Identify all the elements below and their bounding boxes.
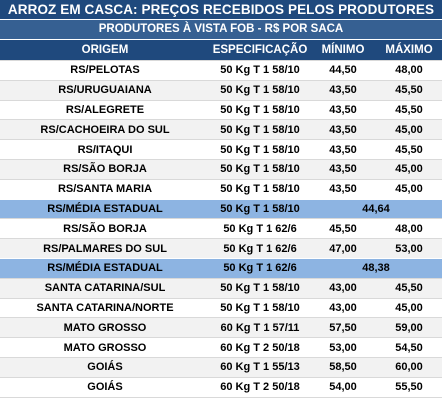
- cell-origem: MATO GROSSO: [63, 321, 147, 334]
- cell-origem: MATO GROSSO: [63, 341, 147, 354]
- cell-maximo: 45,00: [395, 163, 423, 176]
- table-row: MATO GROSSO 60 Kg T 1 57/11 57,50 59,00: [0, 317, 442, 338]
- cell-minimo: 47,00: [329, 242, 357, 255]
- cell-especificacao: 50 Kg T 1 62/6: [223, 222, 297, 235]
- table-title: ARROZ EM CASCA: PREÇOS RECEBIDOS PELOS P…: [0, 0, 442, 19]
- cell-origem: SANTA CATARINA/SUL: [44, 282, 166, 295]
- cell-especificacao: 50 Kg T 1 58/10: [220, 163, 300, 176]
- table-row: RS/ITAQUI 50 Kg T 1 58/10 43,50 45,50: [0, 139, 442, 159]
- cell-especificacao: 60 Kg T 2 50/18: [220, 381, 300, 394]
- table-row: RS/ALEGRETE 50 Kg T 1 58/10 43,50 45,50: [0, 99, 442, 120]
- table-row: GOIÁS 60 Kg T 2 50/18 54,00 55,50: [0, 376, 442, 397]
- cell-especificacao: 50 Kg T 1 58/10: [220, 123, 300, 136]
- cell-minimo: 43,00: [329, 282, 357, 295]
- cell-minimo: 43,50: [329, 143, 357, 156]
- cell-minimo: 43,50: [329, 123, 357, 136]
- cell-especificacao: 50 Kg T 1 62/6: [223, 242, 297, 255]
- table-row: RS/SÃO BORJA 50 Kg T 1 62/6 45,50 48,00: [0, 218, 442, 239]
- table-body: RS/PELOTAS 50 Kg T 1 58/10 44,50 48,00 RS/UR…: [0, 60, 442, 398]
- cell-minimo: 43,50: [329, 163, 357, 176]
- cell-especificacao: 60 Kg T 2 50/18: [220, 341, 300, 354]
- table-row: RS/URUGUAIANA 50 Kg T 1 58/10 43,50 45,50: [0, 79, 442, 100]
- cell-minimo: 43,50: [329, 183, 357, 196]
- cell-especificacao: 50 Kg T 1 58/10: [220, 282, 300, 295]
- cell-especificacao: 50 Kg T 1 58/10: [220, 84, 300, 97]
- average-row: RS/MÉDIA ESTADUAL 50 Kg T 1 58/10 44,64: [0, 198, 442, 219]
- cell-maximo: 45,50: [395, 84, 423, 97]
- cell-especificacao: 50 Kg T 1 58/10: [220, 103, 300, 116]
- cell-maximo: 45,50: [395, 143, 423, 156]
- table-row: RS/CACHOEIRA DO SUL 50 Kg T 1 58/10 43,50 4…: [0, 119, 442, 140]
- cell-origem: RS/SANTA MARIA: [57, 183, 153, 196]
- cell-minimo: 54,00: [329, 381, 357, 394]
- cell-maximo: 53,00: [395, 242, 423, 255]
- cell-minimo: 45,50: [329, 222, 357, 235]
- cell-maximo: 45,50: [395, 282, 423, 295]
- cell-origem: GOIÁS: [87, 361, 123, 374]
- cell-especificacao: 60 Kg T 1 55/13: [220, 361, 300, 374]
- cell-origem: RS/SÃO BORJA: [63, 222, 147, 235]
- cell-origem: RS/MÉDIA ESTADUAL: [47, 202, 163, 215]
- cell-origem: RS/PALMARES DO SUL: [43, 242, 167, 255]
- cell-especificacao: 50 Kg T 1 58/10: [220, 202, 300, 215]
- cell-media: 44,64: [362, 202, 390, 215]
- cell-especificacao: 50 Kg T 1 58/10: [220, 64, 300, 77]
- cell-maximo: 45,00: [395, 123, 423, 136]
- cell-origem: RS/URUGUAIANA: [58, 84, 152, 97]
- header-maximo: MÁXIMO: [385, 44, 433, 56]
- cell-maximo: 60,00: [395, 361, 423, 374]
- cell-especificacao: 60 Kg T 1 57/11: [220, 321, 300, 334]
- average-row: RS/MÉDIA ESTADUAL 50 Kg T 1 62/6 48,38: [0, 257, 442, 278]
- table-row: GOIÁS 60 Kg T 1 55/13 58,50 60,00: [0, 356, 442, 377]
- cell-maximo: 45,00: [395, 301, 423, 314]
- table-header: ORIGEM ESPECIFICAÇÃO MÍNIMO MÁXIMO: [0, 39, 442, 60]
- cell-maximo: 48,00: [395, 64, 423, 77]
- cell-minimo: 58,50: [329, 361, 357, 374]
- cell-origem: RS/CACHOEIRA DO SUL: [40, 123, 170, 136]
- cell-origem: SANTA CATARINA/NORTE: [36, 301, 174, 314]
- cell-origem: RS/MÉDIA ESTADUAL: [47, 262, 163, 275]
- cell-media: 48,38: [362, 262, 390, 275]
- cell-minimo: 44,50: [329, 64, 357, 77]
- cell-minimo: 43,00: [329, 301, 357, 314]
- cell-especificacao: 50 Kg T 1 58/10: [220, 143, 300, 156]
- cell-origem: RS/SÃO BORJA: [63, 163, 147, 176]
- cell-maximo: 45,50: [395, 103, 423, 116]
- cell-minimo: 43,50: [329, 103, 357, 116]
- table-row: SANTA CATARINA/NORTE 50 Kg T 1 58/10 43,00…: [0, 297, 442, 318]
- cell-origem: RS/PELOTAS: [70, 64, 140, 77]
- header-especificacao: ESPECIFICAÇÃO: [212, 44, 308, 56]
- cell-especificacao: 50 Kg T 1 58/10: [220, 301, 300, 314]
- table-row: MATO GROSSO 60 Kg T 2 50/18 53,00 54,50: [0, 337, 442, 357]
- table-row: RS/PALMARES DO SUL 50 Kg T 1 62/6 47,00 53,…: [0, 238, 442, 258]
- cell-maximo: 55,50: [395, 381, 423, 394]
- table-subtitle: PRODUTORES À VISTA FOB - R$ POR SACA: [0, 19, 442, 39]
- cell-maximo: 54,50: [395, 341, 423, 354]
- header-minimo: MÍNIMO: [321, 44, 365, 56]
- table-row: SANTA CATARINA/SUL 50 Kg T 1 58/10 43,00 45…: [0, 277, 442, 298]
- cell-origem: RS/ITAQUI: [77, 143, 133, 156]
- cell-origem: RS/ALEGRETE: [65, 103, 145, 116]
- cell-minimo: 43,50: [329, 84, 357, 97]
- table-row: RS/SÃO BORJA 50 Kg T 1 58/10 43,50 45,00: [0, 158, 442, 179]
- table-row: RS/SANTA MARIA 50 Kg T 1 58/10 43,50 45,00: [0, 178, 442, 199]
- cell-minimo: 57,50: [329, 321, 357, 334]
- cell-minimo: 53,00: [329, 341, 357, 354]
- cell-especificacao: 50 Kg T 1 62/6: [223, 262, 297, 275]
- cell-maximo: 45,00: [395, 183, 423, 196]
- header-origem: ORIGEM: [81, 44, 129, 56]
- cell-especificacao: 50 Kg T 1 58/10: [220, 183, 300, 196]
- cell-maximo: 59,00: [395, 321, 423, 334]
- cell-maximo: 48,00: [395, 222, 423, 235]
- table-row: RS/PELOTAS 50 Kg T 1 58/10 44,50 48,00: [0, 60, 442, 80]
- cell-origem: GOIÁS: [87, 381, 123, 394]
